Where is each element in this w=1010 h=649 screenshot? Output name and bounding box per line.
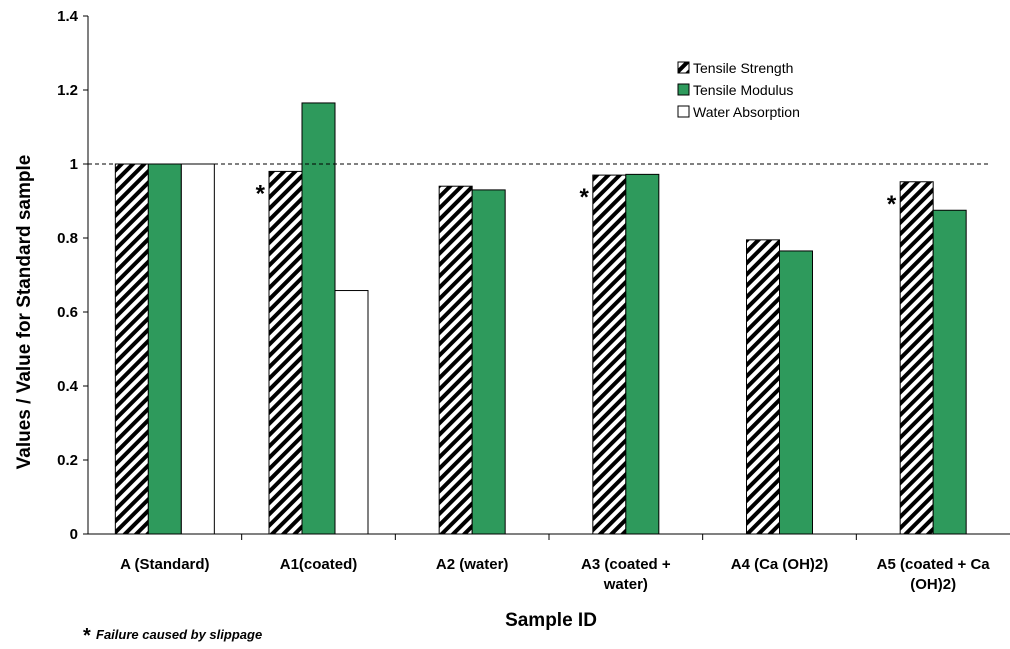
slippage-star: * bbox=[256, 180, 266, 207]
bar-tensile-strength bbox=[746, 239, 780, 535]
x-tick-label: A2 (water) bbox=[436, 556, 509, 573]
legend: Tensile Strength Tensile Modulus Water Abs… bbox=[677, 60, 800, 120]
bar-tensile-strength bbox=[268, 170, 303, 535]
bar-tensile-modulus bbox=[779, 250, 813, 535]
bar-tensile-modulus bbox=[625, 173, 660, 535]
x-tick-label: A5 (coated + Ca bbox=[877, 556, 991, 573]
plot-area: * * * bbox=[87, 16, 1010, 535]
bar-tensile-modulus bbox=[301, 102, 336, 535]
legend-label-tensile-modulus: Tensile Modulus bbox=[693, 82, 793, 98]
legend-swatch-tensile-strength bbox=[677, 61, 690, 74]
bar-tensile-strength bbox=[592, 174, 627, 535]
bar-tensile-modulus bbox=[471, 189, 506, 535]
x-axis-ticks: A (Standard) A1(coated) A2 (water) A3 (coat… bbox=[120, 534, 990, 593]
y-tick-label: 0.4 bbox=[57, 378, 79, 395]
bar-water-absorption bbox=[180, 163, 215, 535]
x-tick-label: A (Standard) bbox=[120, 556, 209, 573]
y-tick-label: 1.4 bbox=[57, 8, 79, 25]
x-tick-label: A1(coated) bbox=[280, 556, 358, 573]
x-tick-label: (OH)2) bbox=[910, 576, 956, 593]
legend-swatch-water-absorption bbox=[677, 105, 690, 118]
bar-tensile-strength bbox=[114, 163, 149, 535]
x-tick-label: water) bbox=[603, 576, 648, 593]
y-tick-label: 0.2 bbox=[57, 452, 78, 469]
bar-tensile-strength bbox=[899, 181, 934, 535]
footnote: * Failure caused by slippage bbox=[83, 625, 262, 647]
bar-tensile-strength bbox=[438, 185, 473, 535]
y-axis-ticks: 0 0.2 0.4 0.6 0.8 1 1.2 1.4 bbox=[57, 8, 88, 543]
y-tick-label: 0.8 bbox=[57, 230, 78, 247]
footnote-text: Failure caused by slippage bbox=[96, 627, 262, 642]
y-tick-label: 1 bbox=[70, 156, 78, 173]
bar-tensile-modulus bbox=[932, 209, 967, 535]
y-axis-title: Values / Value for Standard sample bbox=[14, 155, 35, 470]
y-tick-label: 0 bbox=[70, 526, 78, 543]
y-tick-label: 0.6 bbox=[57, 304, 78, 321]
bar-water-absorption bbox=[334, 290, 369, 535]
slippage-star: * bbox=[887, 191, 897, 218]
y-tick-label: 1.2 bbox=[57, 82, 78, 99]
legend-label-water-absorption: Water Absorption bbox=[693, 104, 800, 120]
legend-label-tensile-strength: Tensile Strength bbox=[693, 60, 793, 76]
x-tick-label: A4 (Ca (OH)2) bbox=[731, 556, 829, 573]
footnote-star: * bbox=[83, 625, 91, 647]
legend-swatch-tensile-modulus bbox=[677, 83, 690, 96]
slippage-star: * bbox=[579, 184, 589, 211]
x-axis-title: Sample ID bbox=[505, 610, 597, 631]
bar-tensile-modulus bbox=[147, 163, 182, 535]
x-tick-label: A3 (coated + bbox=[581, 556, 671, 573]
